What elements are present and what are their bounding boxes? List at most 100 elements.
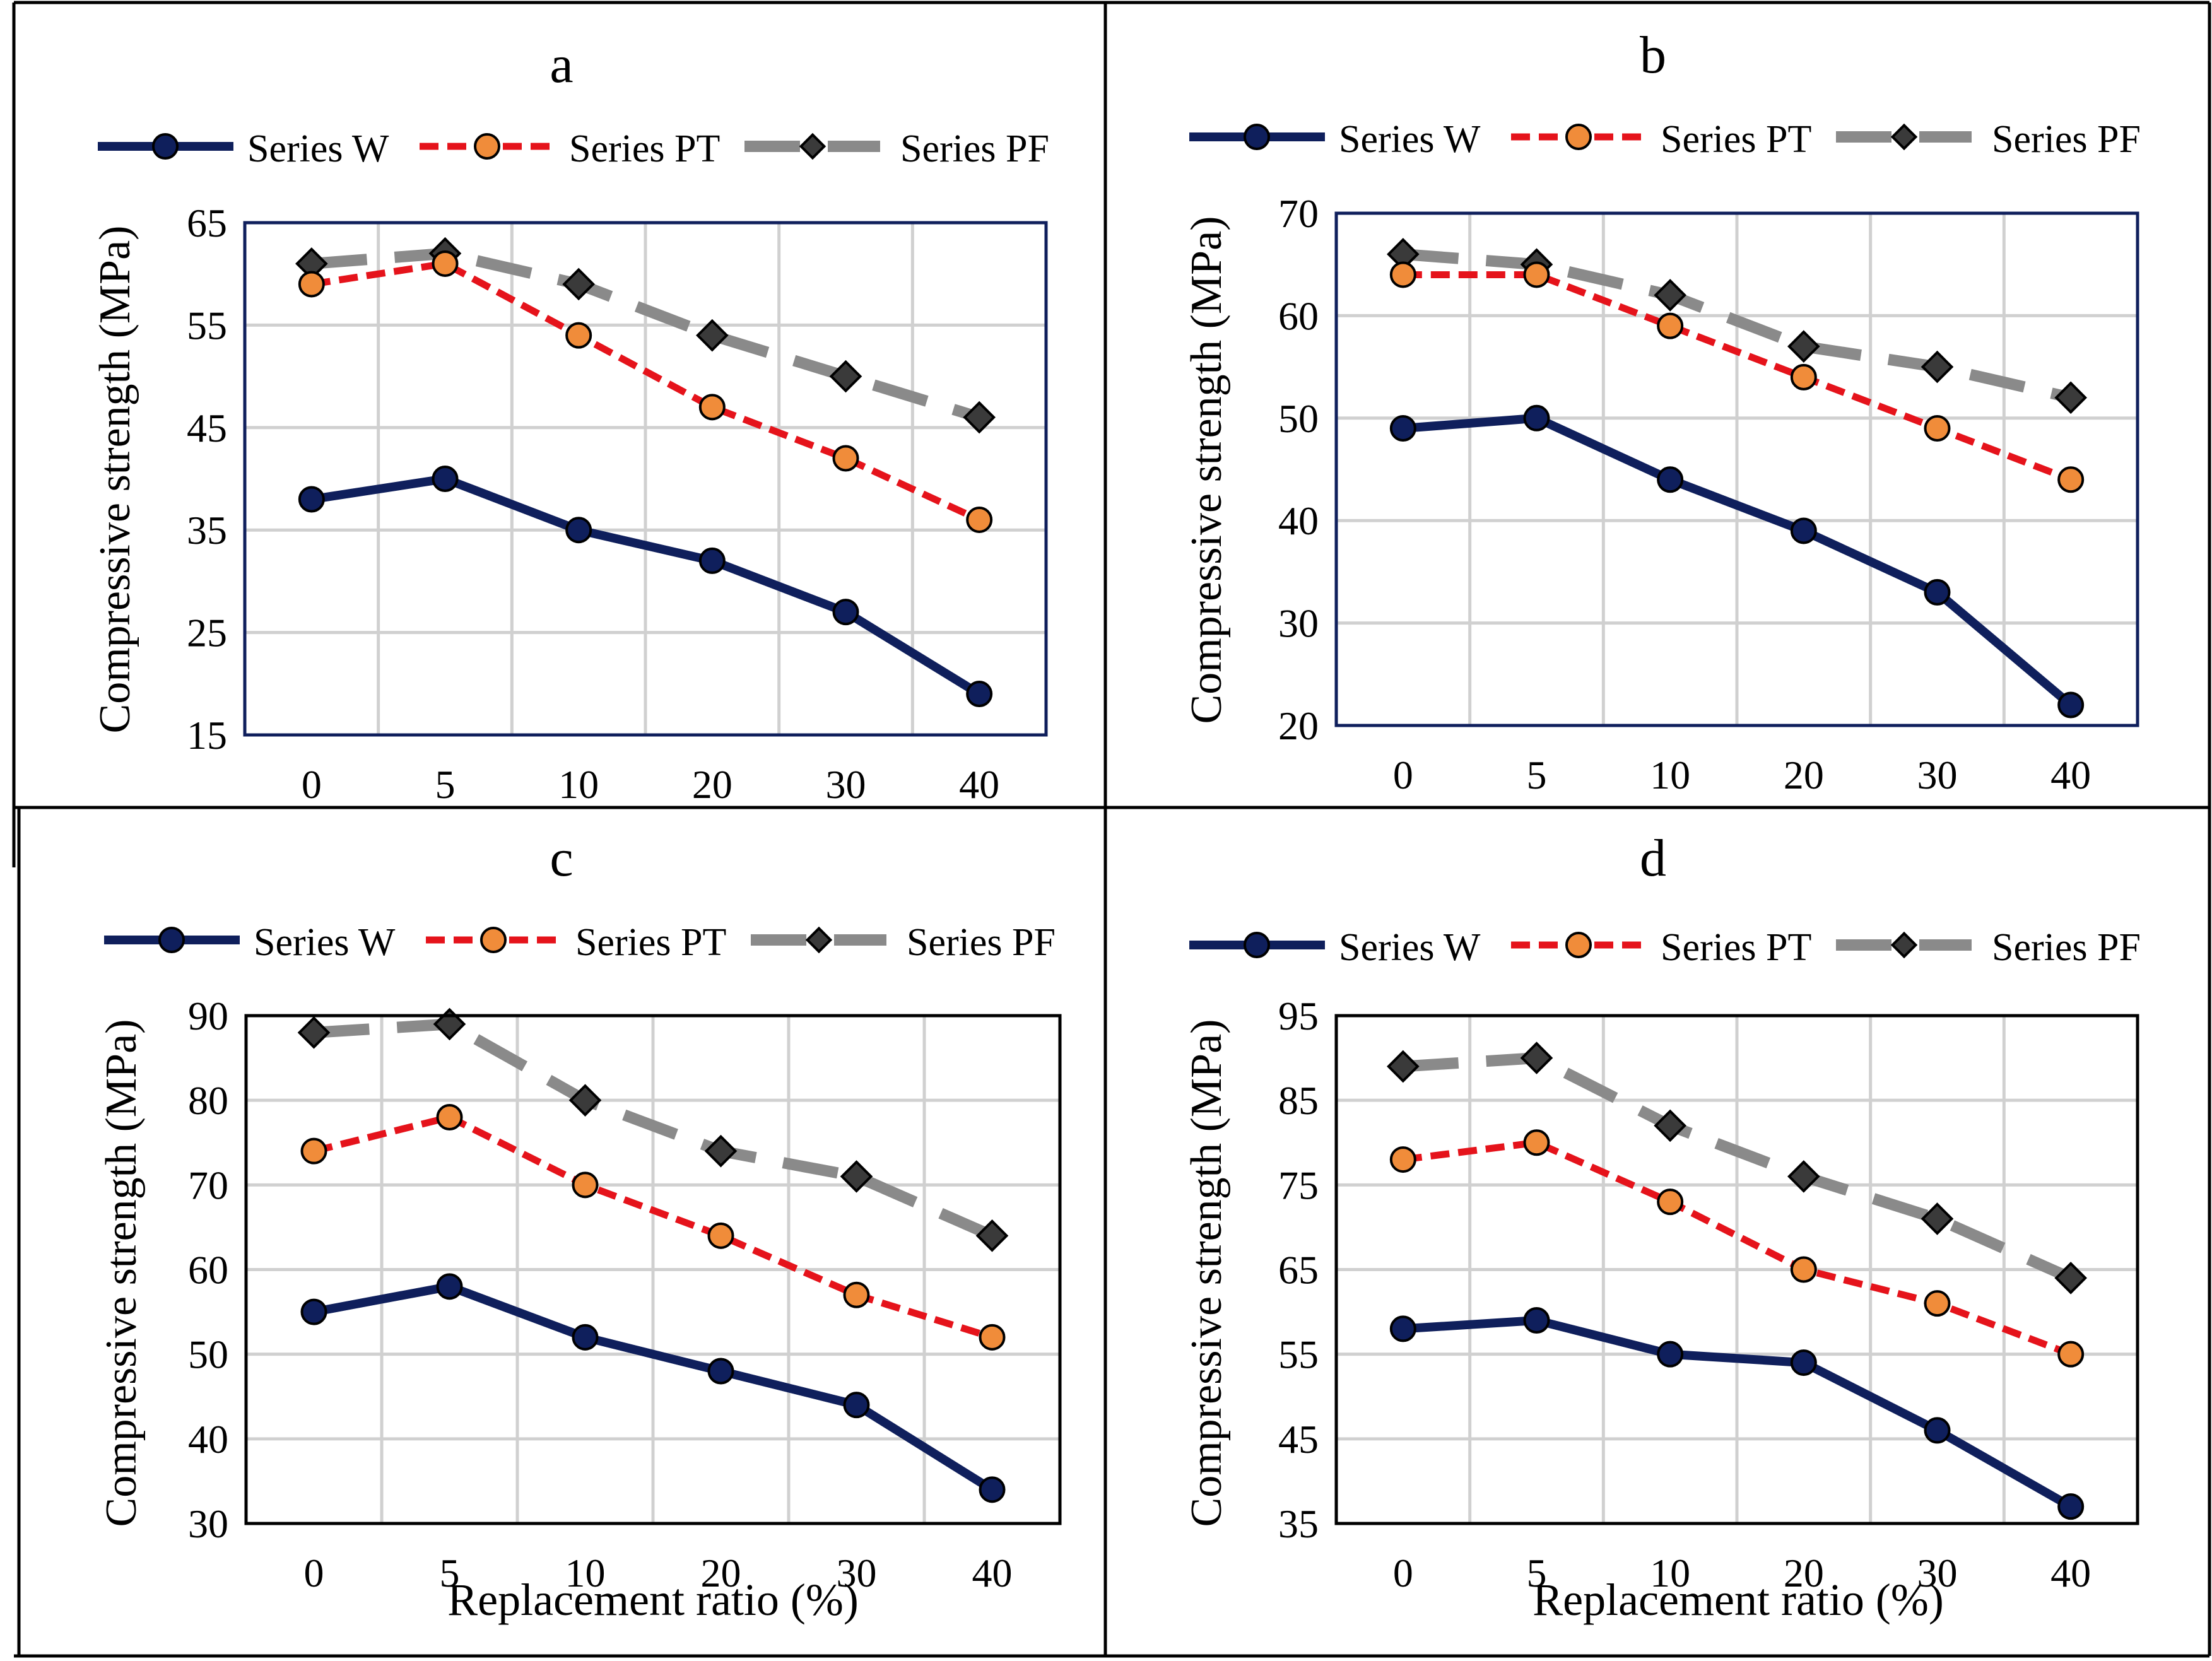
x-tick-label: 30: [826, 762, 866, 807]
series-markers: [295, 237, 996, 708]
panel-title: b: [1640, 26, 1666, 85]
legend-marker-pt: [474, 133, 500, 160]
point-pf: [1787, 1160, 1820, 1193]
point-pf: [2054, 381, 2087, 414]
series-lines: [1403, 1052, 2073, 1511]
point-pf: [1387, 1050, 1420, 1083]
y-tick-label: 70: [188, 1163, 228, 1207]
point-pf: [704, 1134, 738, 1168]
point-pt: [1523, 261, 1550, 288]
legend-item-series-w: Series W: [1189, 926, 1481, 969]
point-w: [565, 517, 592, 544]
point-pt: [300, 1137, 327, 1165]
legend: Series W Series PT Series PF: [1189, 118, 2141, 161]
legend-marker-w: [152, 133, 179, 160]
x-tick-label: 10: [1650, 1551, 1690, 1595]
point-w: [300, 1298, 327, 1325]
point-pt: [1657, 1189, 1684, 1216]
point-w: [843, 1392, 870, 1419]
legend-label-pt: Series PT: [1661, 118, 1811, 161]
point-w: [1523, 1307, 1550, 1334]
point-pt: [1924, 415, 1951, 442]
x-tick-label: 40: [2050, 1551, 2091, 1595]
legend-marker-w: [1244, 124, 1270, 150]
point-pf: [1654, 1109, 1686, 1142]
point-pt: [1790, 363, 1817, 390]
legend-item-series-pt: Series PT: [426, 921, 726, 964]
panel-title: d: [1640, 829, 1666, 888]
legend-marker-pf: [1890, 123, 1918, 151]
point-w: [572, 1324, 599, 1351]
point-pt: [698, 394, 726, 421]
y-axis: 20 30 40 50 60 70: [1278, 191, 1319, 748]
legend-item-series-pf: Series PF: [1836, 118, 2141, 161]
legend-label-w: Series W: [1339, 926, 1481, 969]
y-tick-label: 20: [1278, 703, 1319, 748]
plot-area: [1334, 1014, 2139, 1525]
series-line-w: [1403, 413, 2074, 708]
series-line-pt: [1403, 1139, 2073, 1358]
point-pf: [1921, 1202, 1954, 1235]
point-pt: [1924, 1290, 1951, 1317]
y-tick-label: 65: [1278, 1248, 1319, 1293]
point-pf: [1654, 279, 1686, 312]
y-axis: 15 25 35 45 55 65: [187, 201, 227, 758]
series-markers: [1387, 238, 2087, 719]
x-tick-label: 5: [435, 762, 456, 807]
series-line-w: [313, 1282, 995, 1494]
legend-item-series-pf: Series PF: [1836, 926, 2141, 969]
x-axis: 0 5 10 20 30 40: [304, 1551, 1013, 1595]
x-tick-label: 40: [972, 1551, 1013, 1595]
y-tick-label: 65: [187, 201, 227, 245]
series-lines: [310, 247, 982, 698]
y-tick-label: 85: [1278, 1078, 1319, 1123]
y-tick-label: 40: [1278, 498, 1319, 543]
point-pf: [1787, 330, 1820, 363]
legend-item-series-w: Series W: [98, 127, 389, 170]
legend-label-w: Series W: [247, 127, 389, 170]
series-line-pf: [1403, 248, 2073, 404]
legend-label-pf: Series PF: [907, 921, 1056, 964]
point-pf: [963, 401, 996, 434]
y-tick-label: 25: [187, 611, 227, 655]
legend-label-pt: Series PT: [575, 921, 726, 964]
y-axis-label: Compressive strength (MPa): [1182, 1019, 1231, 1527]
point-w: [1389, 1315, 1416, 1342]
point-pf: [297, 1016, 331, 1049]
point-w: [298, 486, 325, 513]
point-pt: [1657, 312, 1684, 339]
point-w: [1657, 466, 1684, 493]
point-w: [832, 599, 859, 626]
point-pf: [975, 1219, 1009, 1252]
point-w: [2057, 1493, 2085, 1520]
y-tick-label: 55: [1278, 1332, 1319, 1377]
point-pt: [966, 506, 993, 533]
x-axis: 0 5 10 20 30 40: [1393, 753, 2091, 797]
point-pt: [1389, 261, 1416, 288]
legend: Series W Series PT Series PF: [1189, 926, 2141, 969]
x-tick-label: 10: [565, 1551, 606, 1595]
x-tick-label: 20: [1784, 1551, 1824, 1595]
y-axis-label: Compressive strength (MPa): [1182, 216, 1231, 724]
y-tick-label: 15: [187, 713, 227, 758]
x-axis-label: Replacement ratio (%): [1533, 1575, 1944, 1625]
y-axis: 30 40 50 60 70 80 90: [188, 994, 228, 1546]
y-tick-label: 45: [1278, 1417, 1319, 1462]
series-line-w: [310, 474, 982, 698]
point-pt: [979, 1324, 1006, 1351]
y-tick-label: 45: [187, 406, 227, 450]
y-axis-label: Compressive strength (MPa): [91, 226, 139, 734]
point-pt: [436, 1104, 463, 1130]
x-tick-label: 0: [1393, 753, 1413, 797]
point-pt: [2057, 1341, 2085, 1368]
series-line-pf: [313, 1018, 995, 1241]
x-tick-label: 20: [692, 762, 732, 807]
y-tick-label: 55: [187, 303, 227, 348]
y-axis-label: Compressive strength (MPa): [97, 1019, 146, 1527]
series-line-pt: [310, 260, 981, 523]
chart-panel-c: c Series W Series PT Series PF 304050607…: [97, 829, 1062, 1625]
x-tick-label: 30: [1917, 1551, 1958, 1595]
y-tick-label: 35: [187, 508, 227, 553]
y-tick-label: 50: [1278, 396, 1319, 441]
